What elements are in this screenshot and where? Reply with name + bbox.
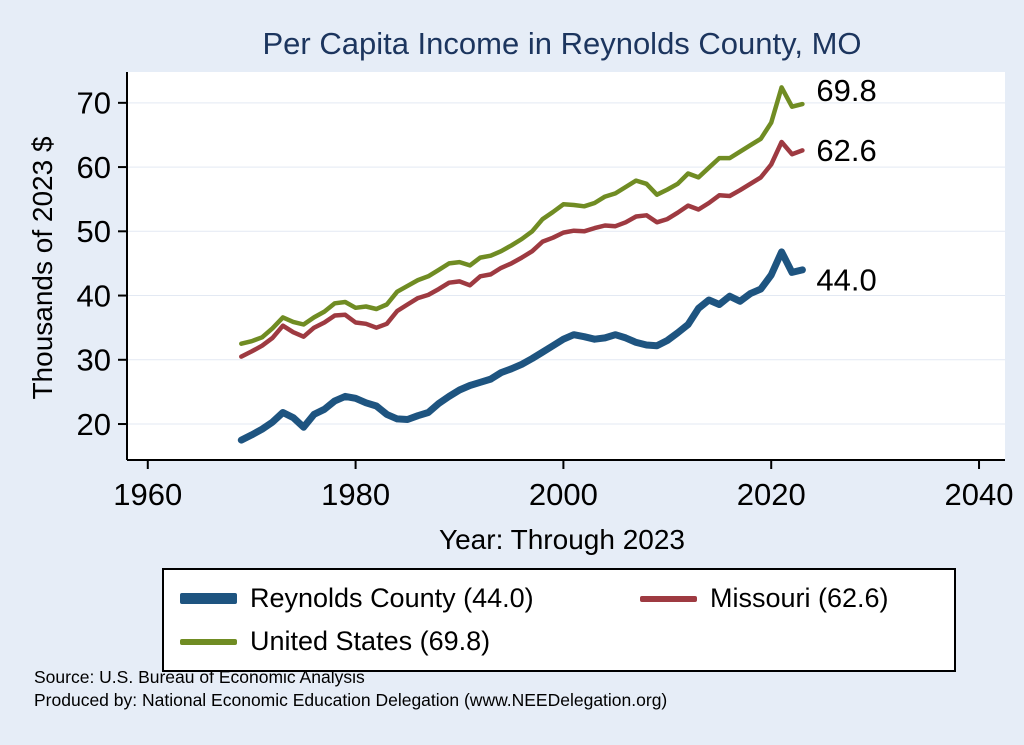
- series-end-label-reynolds: 44.0: [816, 263, 876, 298]
- y-tick-label: 20: [77, 407, 111, 442]
- chart-legend: Reynolds County (44.0) Missouri (62.6) U…: [162, 568, 956, 672]
- legend-label-united-states: United States (69.8): [250, 626, 491, 656]
- series-line-us: [239, 85, 805, 346]
- produced-by-note: Produced by: National Economic Education…: [34, 690, 668, 710]
- series-end-label-missouri: 62.6: [816, 133, 876, 168]
- y-tick-label: 40: [77, 278, 111, 313]
- line-chart: 20 30 40 50 60 70 1960 1980 2000 2020 2040 44.0 62.6…: [77, 72, 1014, 512]
- x-tick-label: 1960: [113, 477, 182, 512]
- legend-swatch-reynolds-county: [180, 593, 237, 604]
- x-axis-title: Year: Through 2023: [439, 524, 685, 555]
- x-tick-label: 2040: [945, 477, 1014, 512]
- legend-item-reynolds-county: Reynolds County (44.0): [180, 583, 640, 614]
- legend-swatch-missouri: [640, 595, 697, 602]
- x-tick-label: 2000: [529, 477, 598, 512]
- legend-label-reynolds-county: Reynolds County (44.0): [250, 583, 534, 613]
- chart-title: Per Capita Income in Reynolds County, MO: [262, 26, 862, 61]
- series-line-missouri: [239, 139, 805, 359]
- series-end-label-us: 69.8: [816, 73, 876, 108]
- y-tick-label: 70: [77, 86, 111, 121]
- plot-area: [127, 72, 1005, 460]
- y-axis-title: Thousands of 2023 $: [27, 136, 58, 400]
- legend-swatch-united-states: [180, 638, 237, 645]
- legend-item-united-states: United States (69.8): [180, 626, 640, 657]
- y-tick-label: 60: [77, 150, 111, 185]
- y-tick-label: 50: [77, 214, 111, 249]
- series-line-reynolds: [237, 248, 806, 444]
- legend-label-missouri: Missouri (62.6): [710, 583, 889, 613]
- x-tick-label: 1980: [321, 477, 390, 512]
- y-tick-label: 30: [77, 343, 111, 378]
- x-tick-label: 2020: [737, 477, 806, 512]
- legend-item-missouri: Missouri (62.6): [640, 583, 944, 614]
- footer-notes: Source: U.S. Bureau of Economic Analysis…: [34, 666, 667, 712]
- source-note: Source: U.S. Bureau of Economic Analysis: [34, 667, 365, 687]
